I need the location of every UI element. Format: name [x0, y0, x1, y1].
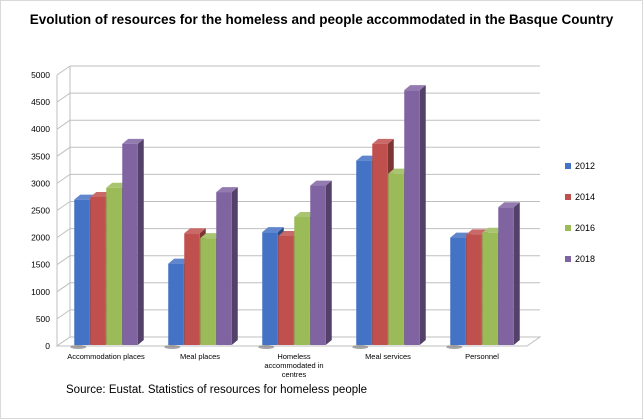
bar [310, 185, 326, 345]
bar-shadow [352, 345, 369, 349]
y-tick-label: 2000 [31, 233, 50, 243]
bar [356, 160, 372, 345]
y-tick-label: 5000 [31, 70, 50, 80]
legend-label: 2018 [575, 254, 595, 264]
bar [482, 232, 498, 345]
x-tick-label: centres [282, 370, 307, 379]
gridline-side [56, 119, 71, 130]
x-tick-label: accommodated in [264, 361, 323, 370]
y-tick-label: 3500 [31, 151, 50, 161]
bar-side [231, 187, 238, 345]
bar-top [404, 85, 426, 91]
x-tick-label: Meal places [180, 352, 220, 361]
bar-top [184, 228, 206, 234]
bar [122, 143, 138, 345]
source-note: Source: Eustat. Statistics of resources … [66, 384, 368, 396]
bar-side [137, 138, 144, 345]
y-tick-label: 4500 [31, 97, 50, 107]
x-tick-label: Accommodation places [67, 352, 145, 361]
bar-shadow [446, 345, 463, 349]
bar [106, 187, 122, 345]
bar [184, 233, 200, 345]
y-tick-label: 2500 [31, 206, 50, 216]
bar-top [310, 180, 332, 186]
y-tick-label: 1500 [31, 260, 50, 270]
x-tick-label: Meal services [365, 352, 411, 361]
bar [200, 238, 216, 345]
bar-shadow [70, 345, 87, 349]
bar [450, 237, 466, 345]
x-tick-label: Homeless [277, 352, 311, 361]
bar-side [419, 85, 426, 346]
bar-shadow [258, 345, 275, 349]
gridline-side [56, 201, 71, 211]
legend-swatch [565, 256, 571, 262]
legend-label: 2016 [575, 223, 595, 233]
bar [216, 192, 232, 345]
gridline-side [56, 228, 71, 239]
gridline-side [56, 255, 71, 266]
bar [372, 143, 388, 345]
gridline-side [56, 92, 71, 103]
bar [278, 235, 294, 345]
bar [388, 173, 404, 345]
bar-shadow [164, 345, 181, 349]
legend-swatch [565, 194, 571, 200]
bar-top [498, 202, 520, 208]
bar-side [325, 180, 332, 345]
legend-label: 2012 [575, 161, 595, 171]
chart-title: Evolution of resources for the homeless … [29, 12, 614, 27]
bar [90, 196, 106, 345]
bar-top [122, 138, 144, 144]
bar [498, 207, 514, 345]
bar-top [262, 227, 284, 233]
y-tick-label: 3000 [31, 178, 50, 188]
bar [404, 90, 420, 346]
bar [168, 263, 184, 345]
y-tick-label: 500 [36, 314, 50, 324]
gridline-side [56, 146, 71, 157]
x-tick-label: Personnel [465, 352, 499, 361]
legend-label: 2014 [575, 192, 595, 202]
gridline-side [56, 282, 71, 293]
bar-side [513, 202, 520, 345]
y-tick-label: 0 [45, 341, 50, 351]
legend-swatch [565, 225, 571, 231]
bar [74, 199, 90, 345]
gridline-side [56, 173, 71, 184]
bar [262, 232, 278, 345]
y-tick-label: 1000 [31, 287, 50, 297]
bar-top [372, 138, 394, 144]
bar [466, 234, 482, 345]
bar-top [216, 187, 238, 193]
bar [294, 217, 310, 345]
legend-swatch [565, 163, 571, 169]
y-tick-label: 4000 [31, 124, 50, 134]
gridline-side [56, 309, 71, 320]
gridline-side [56, 65, 71, 76]
